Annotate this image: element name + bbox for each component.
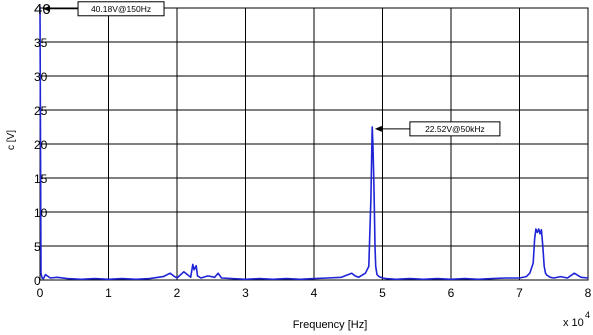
y-axis-label: c [V] bbox=[6, 130, 17, 150]
annotation-label: 40.18V@150Hz bbox=[91, 4, 151, 14]
annotation-box bbox=[409, 121, 501, 137]
spectrum-series-line bbox=[39, 6, 589, 281]
x-multiplier-exponent: 4 bbox=[585, 310, 590, 320]
y-tick-label: 5 bbox=[34, 240, 41, 254]
x-tick-label: 5 bbox=[379, 286, 386, 300]
annotation-arrow-head bbox=[43, 5, 51, 12]
x-tick-label: 4 bbox=[311, 286, 318, 300]
y-tick-label: 10 bbox=[34, 206, 48, 220]
grid bbox=[39, 7, 589, 281]
x-tick-label: 0 bbox=[37, 286, 44, 300]
y-tick-label: 40 bbox=[34, 1, 51, 18]
y-tick-label: 15 bbox=[34, 172, 48, 186]
annotation-arrow-head bbox=[374, 125, 382, 132]
annotation-box bbox=[77, 1, 165, 17]
x-tick-label: 2 bbox=[174, 286, 181, 300]
y-tick-label: 30 bbox=[34, 70, 48, 84]
x-tick-label: 7 bbox=[516, 286, 523, 300]
y-tick-label: 0 bbox=[34, 274, 41, 288]
y-tick-label: 35 bbox=[34, 36, 48, 50]
y-tick-label: 20 bbox=[34, 138, 48, 152]
annotations: 40.18V@150Hz 22.52V@50kHz bbox=[43, 1, 501, 137]
x-tick-label: 1 bbox=[105, 286, 112, 300]
series-layer bbox=[39, 6, 589, 281]
x-tick-label: 3 bbox=[242, 286, 249, 300]
annotation-label: 22.52V@50kHz bbox=[425, 124, 485, 134]
x-tick-label: 6 bbox=[448, 286, 455, 300]
x-multiplier-label: x 10 bbox=[563, 317, 584, 329]
tick-labels: 0 1 2 3 4 5 6 7 8 0 5 10 15 20 25 30 35 40 bbox=[34, 1, 592, 300]
y-tick-label: 25 bbox=[34, 104, 48, 118]
x-axis-label: Frequency [Hz] bbox=[293, 319, 368, 331]
x-tick-label: 8 bbox=[585, 286, 592, 300]
